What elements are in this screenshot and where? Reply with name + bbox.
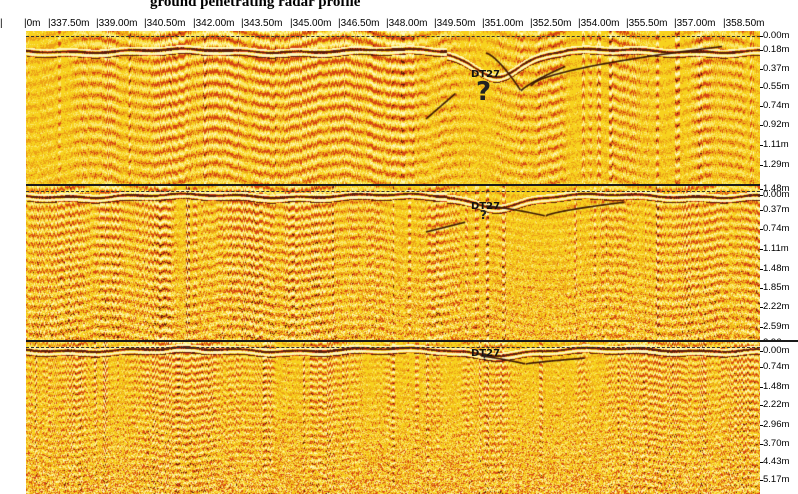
radargram-canvas-2[interactable] [26,186,760,341]
question-marker-icon-3[interactable]: ? [482,353,488,363]
depth-tick-mark [760,106,763,107]
depth-tick-mark [760,387,763,388]
depth-tick-label: 0.00m [763,189,790,200]
depth-tick-mark [760,425,763,426]
depth-tick-mark [760,480,763,481]
depth-tick-label: 0.18m [763,44,790,55]
radargram-canvas-1[interactable] [26,31,760,185]
question-marker-icon-2[interactable]: ? [480,208,487,222]
depth-tick-mark [760,249,763,250]
distance-tick: |339.00m [96,18,138,29]
window-title: ground penetrating radar profile [150,0,361,10]
depth-tick-mark [760,125,763,126]
left-margin-1 [0,31,26,185]
distance-tick: |337.50m [48,18,90,29]
depth-tick-label: 1.11m [763,243,789,254]
radargram-panel-2[interactable] [26,186,760,341]
distance-axis: |0m |337.50m |339.00m |340.50m |342.00m |343.… [0,17,765,31]
depth-tick-mark [760,288,763,289]
question-marker-icon-1[interactable]: ? [476,77,492,107]
depth-tick-label: 1.48m [763,263,790,274]
depth-tick-label: 1.48m [763,381,790,392]
depth-tick-mark [760,189,763,190]
depth-axis-3: 0.00m 0.74m 1.48m 2.22m 2.96m 3.70m 4.43m 5.17m [760,342,798,494]
marker-label-1[interactable]: DT27 [471,69,501,80]
panel-divider-2[interactable] [26,340,798,342]
depth-tick-mark [760,351,763,352]
depth-tick-label: 0.92m [763,119,790,130]
depth-tick-mark [760,165,763,166]
depth-axis-1: 0.00m 0.18m 0.37m 0.55m 0.74m 0.92m 1.11m 1.29m [760,31,798,185]
distance-tick: |342.00m [193,18,235,29]
depth-tick-mark [760,367,763,368]
header-band: ground penetrating radar profile [0,0,798,17]
marker-label-3[interactable]: DT27 [471,348,501,359]
left-margin-2 [0,186,26,341]
depth-tick-label: 0.55m [763,81,790,92]
distance-tick: |358.50m [723,18,765,29]
depth-tick-label: 0.74m [763,223,790,234]
surface-line-3 [26,347,760,348]
distance-tick: |340.50m [144,18,186,29]
depth-tick-label: 1.85m [763,282,790,293]
depth-tick-label: 2.96m [763,419,790,430]
depth-tick-mark [760,69,763,70]
distance-tick: |345.00m [290,18,332,29]
distance-tick: |355.50m [626,18,668,29]
depth-tick-label: 5.17m [763,474,790,485]
depth-tick-mark [760,269,763,270]
surface-line-1 [26,36,760,37]
depth-tick-mark [760,87,763,88]
distance-tick: |348.00m [386,18,428,29]
depth-tick-mark [760,36,763,37]
distance-tick: |351.00m [482,18,524,29]
depth-tick-mark [760,444,763,445]
depth-tick-label: 2.59m [763,321,790,332]
radargram-canvas-3[interactable] [26,342,760,494]
distance-tick: |346.50m [338,18,380,29]
panel-divider-1[interactable] [26,184,798,186]
depth-tick-label: 0.00m [763,30,790,41]
marker-label-2[interactable]: DT27 [471,201,501,212]
distance-tick-leading: | [0,18,3,29]
depth-tick-label: 0.00m [763,345,790,356]
depth-tick-label: 0.37m [763,63,790,74]
distance-tick: |352.50m [530,18,572,29]
depth-tick-label: 0.74m [763,100,790,111]
depth-tick-label: 1.29m [763,159,790,170]
depth-tick-mark [760,210,763,211]
distance-tick: |0m [24,18,41,29]
depth-tick-mark [760,462,763,463]
distance-tick: |354.00m [578,18,620,29]
depth-tick-label: 0.37m [763,204,790,215]
radargram-panel-1[interactable] [26,31,760,185]
depth-tick-mark [760,327,763,328]
depth-axis-2: 1.48m 0.00m 0.37m 0.74m 1.11m 1.48m 1.85m 2.22m… [760,180,798,348]
depth-tick-label: 1.48m [763,183,790,194]
distance-tick: |349.50m [434,18,476,29]
depth-tick-label: 3.70m [763,438,790,449]
depth-tick-mark [760,50,763,51]
surface-line-2 [26,191,760,192]
depth-tick-label: 0.74m [763,361,790,372]
depth-tick-label: 2.22m [763,301,790,312]
radargram-panel-3[interactable] [26,342,760,494]
left-margin-3 [0,342,26,494]
distance-tick: |357.00m [674,18,716,29]
depth-tick-mark [760,145,763,146]
depth-tick-mark [760,405,763,406]
distance-tick: |343.50m [241,18,283,29]
depth-tick-label: 4.43m [763,456,790,467]
depth-tick-mark [760,195,763,196]
depth-tick-mark [760,229,763,230]
depth-tick-label: 2.22m [763,399,790,410]
depth-tick-mark [760,307,763,308]
depth-tick-label: 1.11m [763,139,789,150]
